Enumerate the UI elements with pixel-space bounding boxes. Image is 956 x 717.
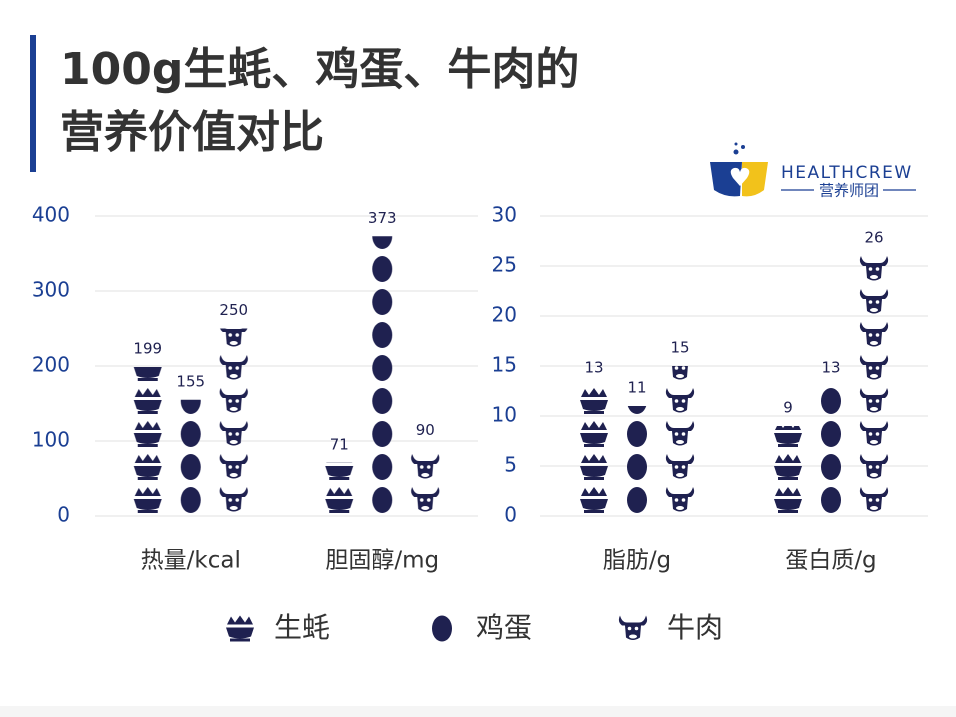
logo-subtitle: 营养师团 bbox=[819, 182, 879, 200]
legend-item: 鸡蛋 bbox=[432, 611, 532, 644]
pictogram-bar bbox=[813, 386, 849, 516]
pictogram-bar bbox=[172, 399, 209, 516]
value-label: 373 bbox=[368, 209, 397, 227]
y-tick-label: 30 bbox=[492, 203, 517, 227]
pictogram-bar bbox=[576, 386, 612, 516]
y-tick-label: 300 bbox=[32, 278, 70, 302]
value-label: 26 bbox=[864, 229, 883, 247]
logo: HEALTHCREW 营养师团 bbox=[710, 142, 916, 200]
legend-item: 生蚝 bbox=[226, 611, 330, 644]
value-label: 13 bbox=[821, 359, 840, 377]
y-tick-label: 400 bbox=[32, 203, 70, 227]
pictogram-bar bbox=[770, 426, 806, 516]
y-tick-label: 10 bbox=[492, 403, 517, 427]
legend-label: 牛肉 bbox=[667, 611, 723, 644]
value-label: 90 bbox=[416, 421, 435, 439]
pictogram-bar bbox=[364, 236, 401, 516]
legend-swatch bbox=[432, 615, 452, 642]
logo-dot bbox=[734, 142, 738, 146]
y-tick-label: 0 bbox=[504, 503, 517, 527]
pictogram-bar bbox=[662, 366, 698, 516]
x-tick-label: 热量/kcal bbox=[141, 548, 241, 574]
x-tick-label: 蛋白质/g bbox=[785, 548, 876, 574]
y-tick-label: 20 bbox=[492, 303, 517, 327]
logo-dot bbox=[733, 149, 739, 155]
value-label: 15 bbox=[670, 339, 689, 357]
title: 100g生蚝、鸡蛋、牛肉的 bbox=[60, 44, 579, 95]
y-tick-label: 0 bbox=[57, 503, 70, 527]
logo-brand: HEALTHCREW bbox=[781, 163, 913, 183]
y-tick-label: 5 bbox=[504, 453, 517, 477]
logo-dot bbox=[741, 145, 745, 149]
value-label: 155 bbox=[176, 372, 205, 390]
pictogram-bar bbox=[129, 366, 166, 516]
pictogram-bar bbox=[321, 462, 358, 516]
x-tick-label: 脂肪/g bbox=[603, 548, 671, 574]
legend-label: 生蚝 bbox=[274, 611, 330, 644]
y-tick-label: 15 bbox=[492, 353, 517, 377]
value-label: 11 bbox=[627, 379, 646, 397]
title-accent bbox=[30, 35, 36, 172]
x-tick-label: 胆固醇/mg bbox=[325, 548, 439, 574]
pictogram-bar bbox=[215, 328, 252, 516]
logo-heart bbox=[730, 167, 750, 186]
y-tick-label: 200 bbox=[32, 353, 70, 377]
pictogram-bar bbox=[856, 256, 892, 516]
y-tick-label: 25 bbox=[492, 253, 517, 277]
y-tick-label: 100 bbox=[32, 428, 70, 452]
value-label: 250 bbox=[219, 301, 248, 319]
legend-item: 牛肉 bbox=[618, 611, 723, 644]
value-label: 71 bbox=[330, 435, 349, 453]
value-label: 199 bbox=[133, 339, 162, 357]
title: 营养价值对比 bbox=[60, 107, 324, 158]
legend-label: 鸡蛋 bbox=[476, 611, 532, 644]
value-label: 9 bbox=[783, 399, 793, 417]
pictogram-bar bbox=[407, 448, 444, 516]
footer-band bbox=[0, 706, 956, 717]
pictogram-bar bbox=[619, 406, 655, 516]
value-label: 13 bbox=[584, 359, 603, 377]
